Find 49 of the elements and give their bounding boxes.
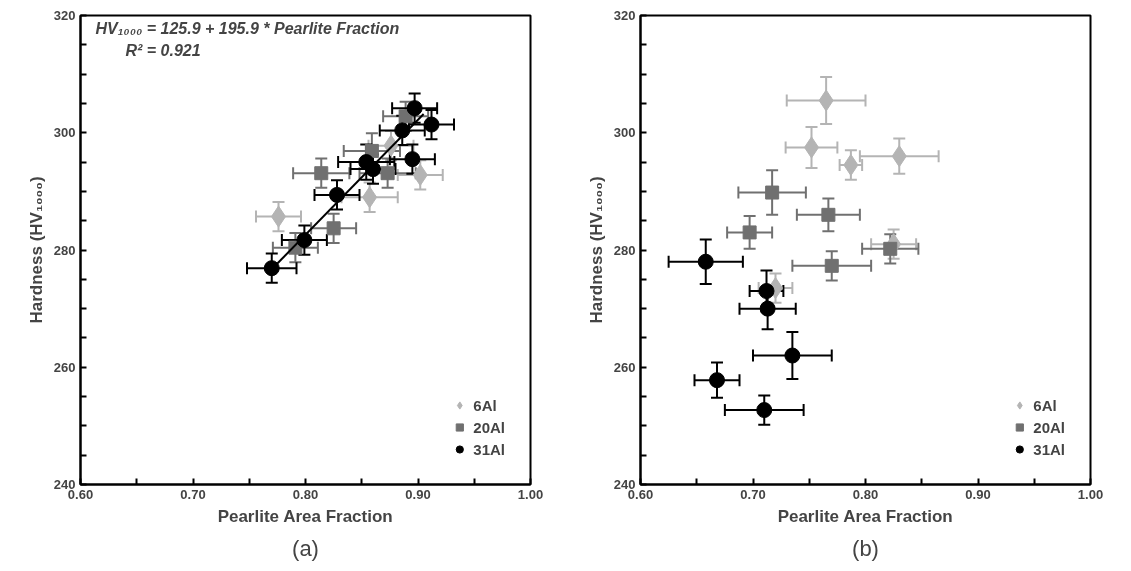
y-tick-label: 300 — [53, 125, 76, 141]
point — [326, 221, 341, 236]
point — [756, 402, 773, 419]
x-tick-label: 0.70 — [740, 486, 766, 502]
point — [821, 207, 836, 222]
point — [758, 283, 775, 300]
y-tick-label: 280 — [53, 242, 76, 258]
y-tick-label: 300 — [613, 125, 636, 141]
legend-label: 31Al — [1033, 440, 1065, 458]
x-axis-title: Pearlite Area Fraction — [777, 506, 953, 526]
point — [765, 185, 780, 200]
y-axis-title: Hardness (HV₁₀₀₀) — [26, 176, 46, 324]
x-tick-label: 1.00 — [1077, 486, 1104, 502]
annotation: HV₁₀₀₀ = 125.9 + 195.9 * Pearlite Fraction — [95, 19, 400, 37]
x-tick-label: 0.80 — [852, 486, 879, 502]
text: (b) — [852, 535, 879, 561]
x-tick-label: 0.70 — [180, 486, 206, 502]
point — [314, 166, 329, 181]
point — [404, 151, 421, 168]
point — [824, 258, 839, 273]
legend-label: 31Al — [473, 440, 505, 458]
x-tick-label: 0.90 — [965, 486, 991, 502]
text: (a) — [292, 535, 319, 561]
point — [742, 225, 757, 240]
point — [380, 166, 395, 181]
annotation: R² = 0.921 — [125, 41, 201, 59]
point — [709, 372, 725, 389]
point — [406, 100, 423, 117]
legend-label: 20Al — [473, 418, 505, 436]
x-axis-title: Pearlite Area Fraction — [217, 506, 393, 526]
point — [263, 260, 280, 277]
point — [423, 116, 440, 133]
point — [759, 300, 776, 317]
y-tick-label: 260 — [53, 359, 76, 375]
point — [697, 253, 714, 270]
y-axis-title: Hardness (HV₁₀₀₀) — [586, 176, 606, 324]
point — [329, 186, 345, 203]
y-tick-label: 280 — [613, 242, 636, 258]
legend-label: 6Al — [473, 396, 497, 414]
y-tick-label: 260 — [613, 359, 636, 375]
legend-label: 20Al — [1033, 418, 1065, 436]
x-tick-label: 0.80 — [292, 486, 319, 502]
x-tick-label: 0.90 — [405, 486, 431, 502]
point — [784, 347, 801, 364]
y-tick-label: 320 — [613, 8, 636, 23]
legend-label: 6Al — [1033, 396, 1057, 414]
y-tick-label: 320 — [53, 8, 76, 23]
x-tick-label: 1.00 — [517, 486, 544, 502]
point — [883, 241, 898, 256]
